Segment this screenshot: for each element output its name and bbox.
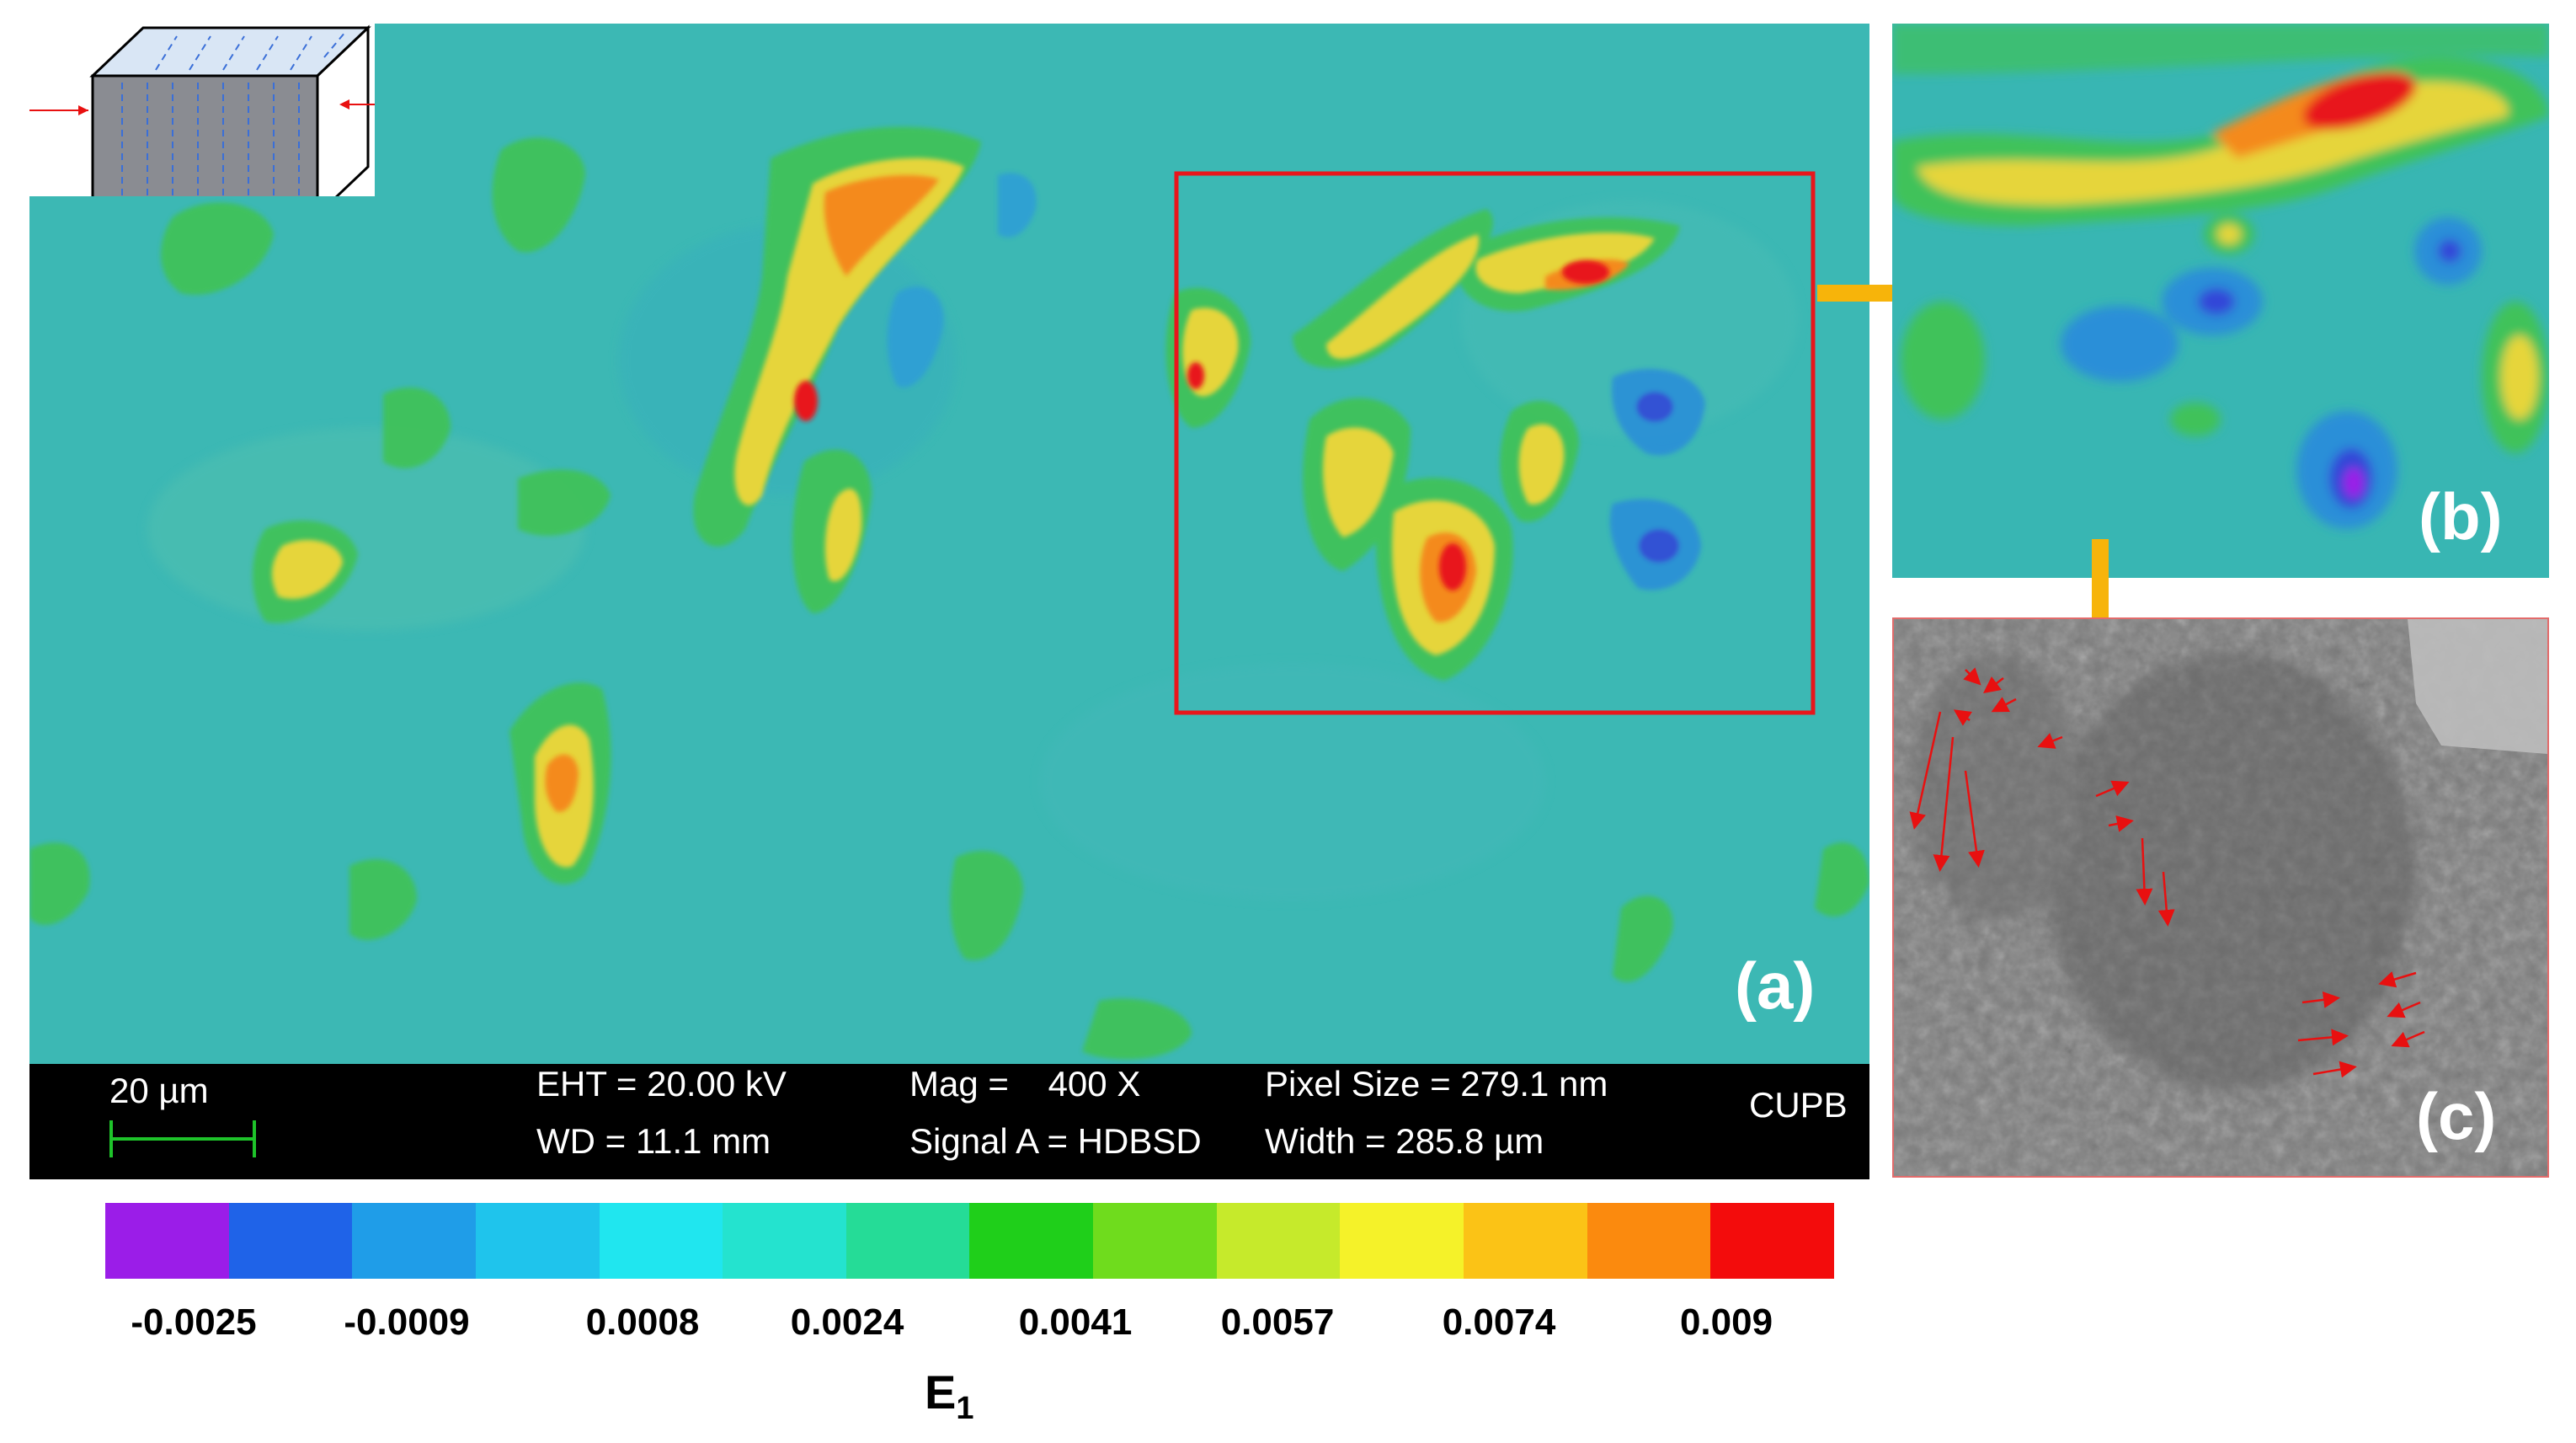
colorbar-tick: 0.0057 [1220, 1301, 1335, 1343]
colorbar-tick: 0.0041 [1018, 1301, 1133, 1343]
width-value: Width = 285.8 µm [1265, 1121, 1544, 1161]
colorbar-tick: 0.0024 [790, 1301, 904, 1343]
colorbar-title-main: E [925, 1366, 957, 1419]
scale-bar-tick-left [109, 1120, 113, 1157]
panel-label-b: (b) [2419, 479, 2503, 553]
lab-label: CUPB [1749, 1085, 1848, 1125]
colorbar [105, 1203, 1834, 1279]
eht-value: EHT = 20.00 kV [536, 1064, 787, 1104]
signal-value: Signal A = HDBSD [909, 1121, 1202, 1161]
panel-label-c: (c) [2416, 1079, 2497, 1153]
colorbar-title-sub: 1 [956, 1391, 974, 1427]
sem-image-c: (c) [1892, 617, 2549, 1178]
colorbar-tick: 0.0074 [1442, 1301, 1556, 1343]
strain-map-b: (b) [1892, 24, 2549, 578]
colorbar-tick: 0.0008 [585, 1301, 700, 1343]
colorbar-tick: -0.0025 [131, 1301, 257, 1343]
pixel-size-value: Pixel Size = 279.1 nm [1265, 1064, 1608, 1104]
sem-info-bar: 20 µm EHT = 20.00 kV WD = 11.1 mm Mag = … [29, 1064, 1869, 1179]
colorbar-segment [352, 1203, 476, 1279]
colorbar-segment [1093, 1203, 1217, 1279]
colorbar-segment [969, 1203, 1094, 1279]
mag-value: Mag = 400 X [909, 1064, 1141, 1104]
highlight-box [1174, 171, 1816, 715]
colorbar-segment [1340, 1203, 1464, 1279]
wd-value: WD = 11.1 mm [536, 1121, 771, 1161]
scale-bar-label: 20 µm [109, 1071, 209, 1110]
colorbar-segment [1710, 1203, 1834, 1279]
scale-bar-tick-right [253, 1120, 256, 1157]
loading-schematic [29, 24, 375, 218]
colorbar-segment [599, 1203, 723, 1279]
colorbar-segment [723, 1203, 846, 1279]
colorbar-segment [1464, 1203, 1587, 1279]
colorbar-title: E1 [925, 1365, 974, 1427]
colorbar-segment [1216, 1203, 1341, 1279]
strain-map-a [29, 24, 1869, 1064]
panel-label-a: (a) [1735, 949, 1816, 1023]
scale-bar [109, 1137, 253, 1141]
colorbar-segment [845, 1203, 970, 1279]
colorbar-segment [228, 1203, 353, 1279]
colorbar-segment [105, 1203, 229, 1279]
colorbar-segment [475, 1203, 600, 1279]
colorbar-tick: 0.009 [1679, 1301, 1773, 1343]
colorbar-tick: -0.0009 [344, 1301, 470, 1343]
colorbar-segment [1587, 1203, 1711, 1279]
